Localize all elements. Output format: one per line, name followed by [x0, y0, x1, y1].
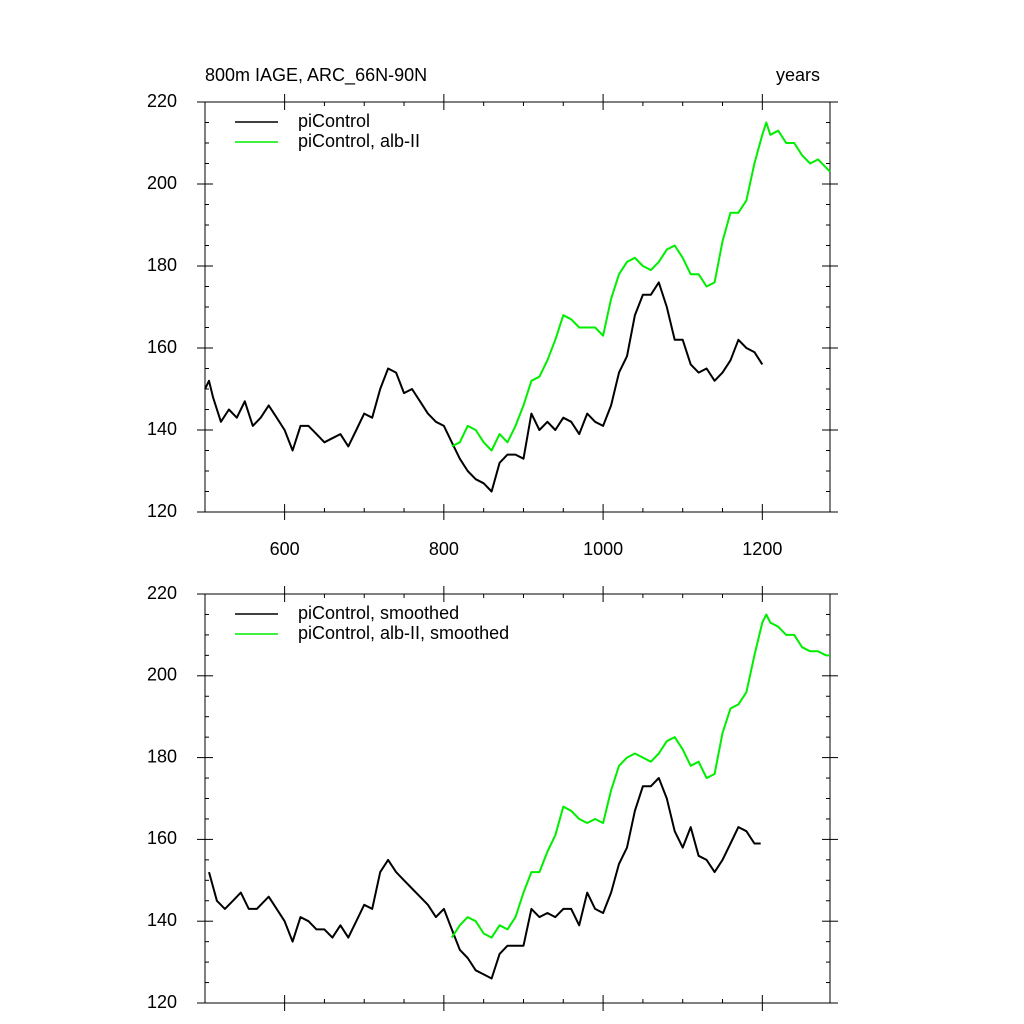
x-tick-label: 1000: [583, 539, 623, 559]
x-tick-label: 1200: [742, 539, 782, 559]
x-tick-label: 800: [429, 539, 459, 559]
y-tick-label: 180: [147, 746, 177, 766]
y-tick-label: 200: [147, 665, 177, 685]
legend-label: piControl: [298, 111, 370, 131]
legend-label: piControl, alb-II, smoothed: [298, 623, 509, 643]
series-line: [451, 121, 831, 452]
series-line: [450, 613, 830, 939]
chart-title: 800m IAGE, ARC_66N-90N: [205, 65, 427, 86]
legend-label: piControl, smoothed: [298, 603, 459, 623]
y-tick-label: 200: [147, 173, 177, 193]
y-tick-label: 180: [147, 255, 177, 275]
y-tick-label: 140: [147, 910, 177, 930]
y-tick-label: 120: [147, 501, 177, 521]
y-tick-label: 120: [147, 992, 177, 1012]
y-tick-label: 220: [147, 91, 177, 111]
legend-label: piControl, alb-II: [298, 131, 420, 151]
series-line: [208, 777, 761, 980]
plot-frame: [204, 593, 831, 1004]
y-tick-label: 160: [147, 337, 177, 357]
y-tick-label: 220: [147, 583, 177, 603]
y-tick-label: 160: [147, 828, 177, 848]
plot-frame: [204, 101, 831, 513]
series-line: [204, 281, 764, 493]
units-label: years: [776, 65, 820, 85]
y-tick-label: 140: [147, 419, 177, 439]
x-tick-label: 600: [270, 539, 300, 559]
